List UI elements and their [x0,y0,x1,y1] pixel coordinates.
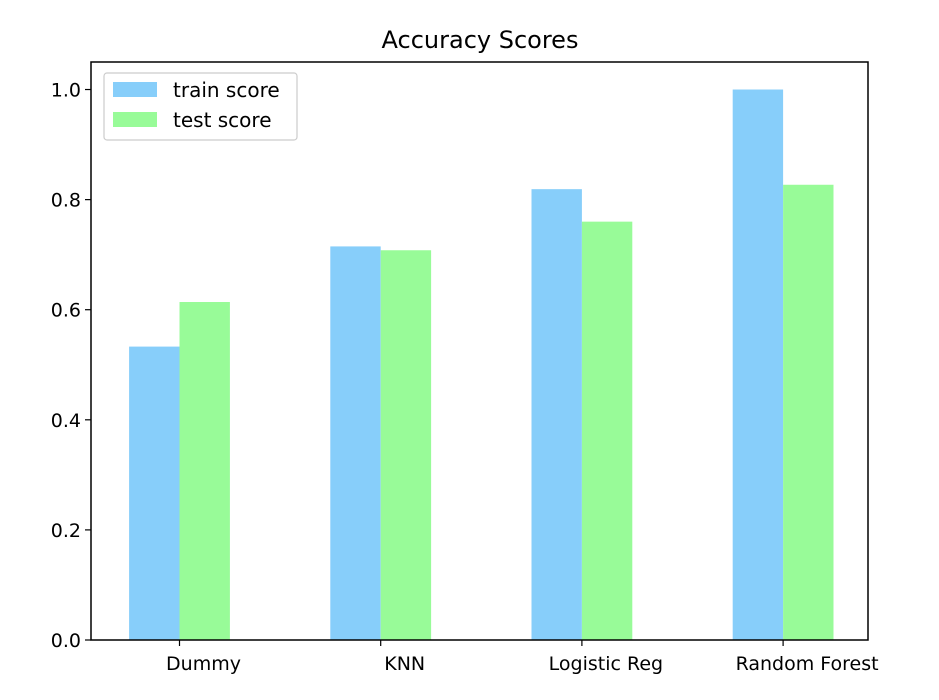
y-tick-label: 0.4 [51,410,81,432]
y-axis-ticks: 0.0 0.2 0.4 0.6 0.8 1.0 [51,80,91,652]
bar-test-score-knn [380,250,432,640]
x-tick-label: KNN [384,653,425,675]
legend-swatch-test-score [113,112,157,127]
legend-label-train-score: train score [173,78,280,102]
chart-title: Accuracy Scores [382,26,579,54]
y-tick-label: 1.0 [51,80,81,102]
x-tick-label: Random Forest [736,653,879,675]
x-axis-ticks: Dummy KNN Logistic Reg Random Forest [166,640,879,675]
plot-frame [90,61,869,641]
legend-swatch-train-score [113,82,157,97]
x-tick-label: Dummy [166,653,241,675]
bar-test-score-dummy [179,302,230,640]
y-tick-label: 0.6 [51,300,81,322]
y-tick-label: 0.8 [51,190,81,212]
y-tick-label: 0.0 [51,630,81,652]
x-tick-label: Logistic Reg [549,653,663,675]
bars-layer [129,89,834,640]
legend-label-test-score: test score [173,108,272,132]
bar-train-score-knn [330,246,381,640]
bar-test-score-random-forest [783,184,834,640]
y-tick-label: 0.2 [51,520,81,542]
bar-train-score-logistic-reg [531,189,582,640]
bar-test-score-logistic-reg [581,221,633,640]
bar-train-score-dummy [129,346,180,640]
bar-train-score-random-forest [732,89,784,640]
legend: train score test score [103,72,298,141]
